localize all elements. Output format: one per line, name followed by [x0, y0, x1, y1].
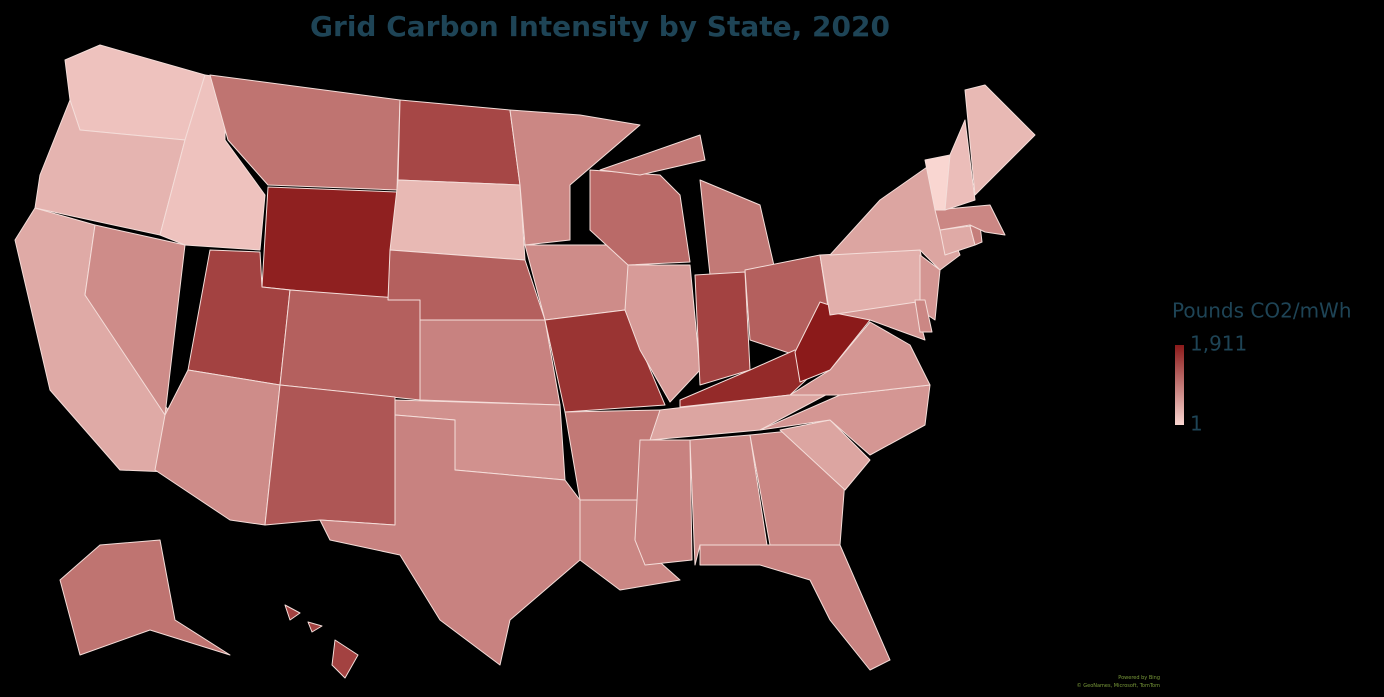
state: [699, 544, 891, 671]
state: [397, 99, 521, 186]
legend-title: Pounds CO2/mWh: [1172, 299, 1352, 323]
state: [64, 44, 206, 141]
state: [279, 289, 426, 401]
state: [261, 186, 398, 301]
state: [154, 369, 281, 526]
state: [779, 419, 871, 491]
state: [694, 271, 751, 386]
legend-gradient: [1175, 345, 1184, 425]
state: [264, 384, 396, 526]
state: [634, 439, 693, 566]
map-title: Grid Carbon Intensity by State, 2020: [310, 10, 890, 43]
state: [624, 264, 701, 403]
states: [14, 44, 1036, 679]
state: [209, 74, 401, 191]
state: [934, 204, 1006, 236]
state: [419, 319, 561, 406]
state: [589, 169, 691, 266]
state: [914, 299, 933, 333]
legend-label: 1: [1190, 412, 1203, 436]
credit: Powered by Bing: [1118, 675, 1160, 681]
legend-label: 1,911: [1190, 332, 1247, 356]
state: [319, 414, 581, 666]
state: [944, 119, 976, 211]
state: [939, 225, 976, 256]
state: [59, 539, 231, 656]
credit: © GeoNames, Microsoft, TomTom: [1077, 682, 1160, 689]
state: [389, 179, 526, 261]
state: [284, 604, 359, 679]
state: [509, 109, 641, 246]
state: [649, 389, 836, 441]
state: [964, 84, 1036, 196]
